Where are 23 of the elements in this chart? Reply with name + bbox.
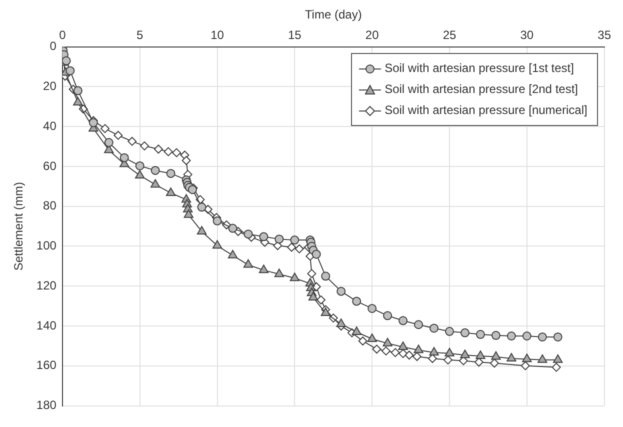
- legend-label: Soil with artesian pressure [numerical]: [384, 102, 588, 117]
- y-axis-title: Settlement (mm): [12, 182, 26, 271]
- x-tick-label: 35: [598, 28, 612, 42]
- x-tick-label: 5: [136, 28, 144, 42]
- x-axis-title: Time (day): [304, 8, 362, 22]
- legend-label: Soil with artesian pressure [2nd test]: [384, 82, 578, 96]
- y-tick-label: 140: [36, 318, 57, 332]
- y-tick-label: 0: [50, 39, 57, 54]
- y-tick-label: 100: [36, 238, 57, 253]
- x-tick-label: 25: [442, 28, 456, 42]
- y-tick-label: 40: [43, 118, 57, 133]
- x-tick-label: 10: [210, 28, 224, 42]
- x-tick-label: 20: [365, 28, 380, 42]
- y-tick-label: 120: [36, 278, 57, 292]
- y-tick-label: 180: [36, 398, 57, 412]
- x-tick-label: 30: [520, 28, 534, 42]
- legend-label: Soil with artesian pressure [1st test]: [384, 60, 574, 75]
- y-tick-label: 20: [43, 79, 57, 93]
- y-tick-label: 80: [43, 198, 57, 213]
- x-tick-label: 15: [288, 28, 302, 42]
- x-tick-label: 0: [59, 28, 66, 42]
- y-tick-label: 160: [36, 358, 57, 372]
- y-tick-label: 60: [43, 158, 57, 173]
